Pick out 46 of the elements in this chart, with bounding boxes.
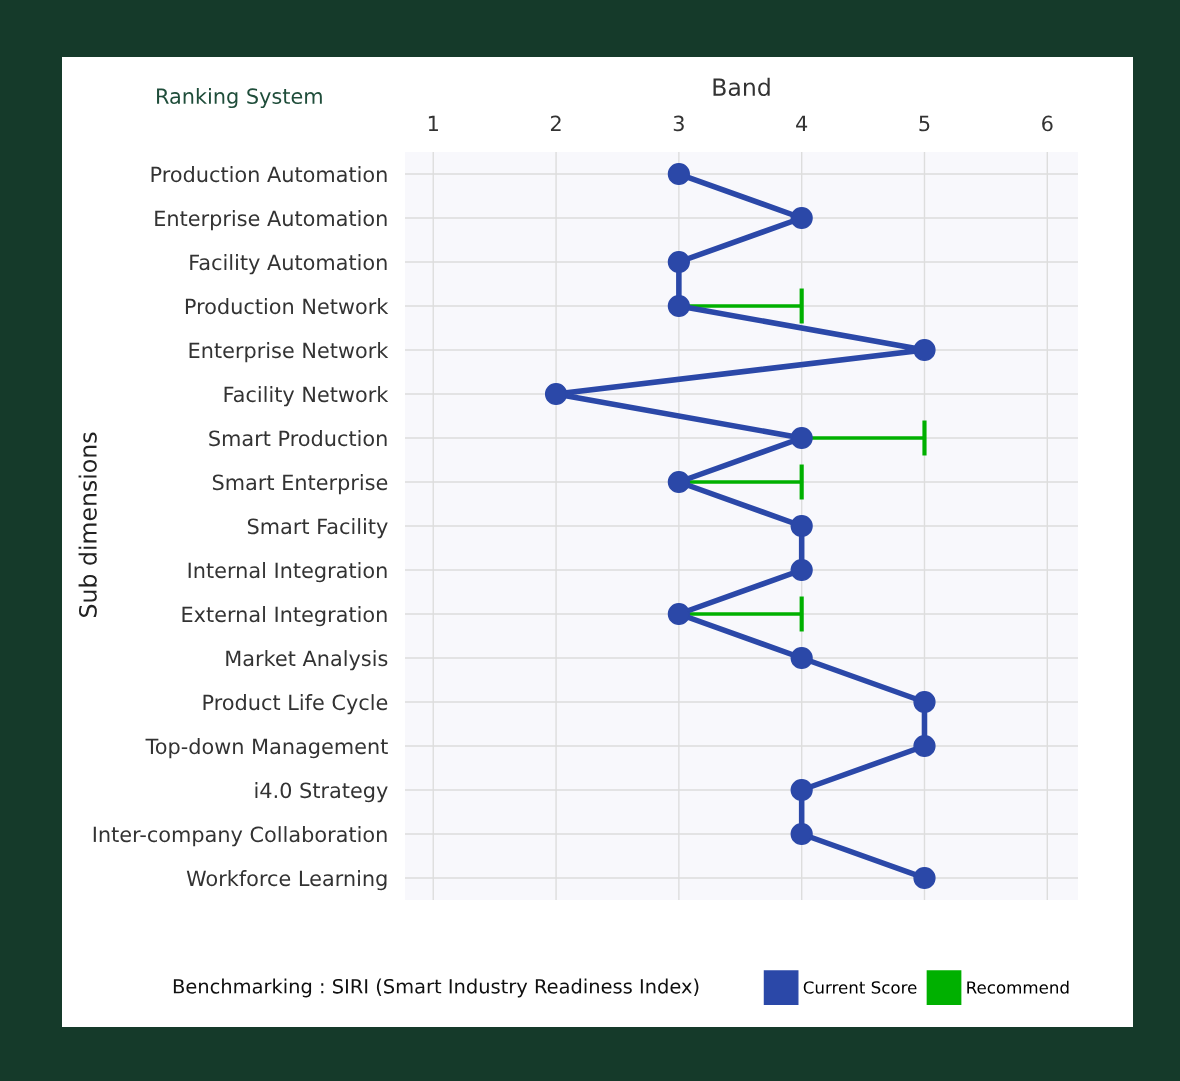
y-tick-label: Product Life Cycle [203,694,388,715]
legend-label: Recommend [967,980,1069,994]
y-tick-label: Smart Facility [247,518,388,539]
point [790,558,813,582]
x-tick-label: 6 [1042,115,1053,132]
point [913,734,936,758]
legend-label: Current Score [803,981,917,994]
point [913,866,936,890]
x-tick-label: 1 [428,115,438,131]
point [790,514,813,538]
y-tick-label: Internal Integration [188,562,387,583]
point [790,646,813,670]
y-tick-label: Smart Enterprise [212,474,388,495]
point [790,426,813,450]
y-tick-label: Top-down Management [145,738,388,759]
point [667,294,690,318]
y-tick-label: Market Analysis [226,650,388,671]
y-tick-label: Production Network [185,298,389,315]
x-tick-label: 3 [673,115,684,132]
x-tick-label: 2 [550,115,561,131]
point [790,778,813,802]
y-tick-label: Smart Production [209,430,387,447]
y-tick-label: Production Automation [151,166,387,183]
y-tick-label: Facility Automation [190,254,387,275]
y-tick-label: Inter-company Collaboration [93,826,387,847]
y-axis-title: Sub dimensions [78,432,97,617]
point [913,338,936,362]
y-tick-label: Enterprise Network [189,342,389,363]
y-tick-label: External Integration [182,606,387,627]
point [544,382,568,406]
text: Benchmarking : SIRI (Smart Industry Readiness Index) [173,978,699,998]
chart-title: Ranking System [157,87,322,109]
y-tick-label: Workforce Learning [186,870,387,891]
point [913,690,936,714]
point [667,602,690,626]
point [790,206,813,230]
point [667,470,690,494]
y-tick-label: i4.0 Strategy [255,782,388,803]
y-tick-label: Facility Network [224,386,389,407]
point [790,822,813,846]
x-axis-title: Band [713,77,770,97]
point [667,162,690,186]
x-tick-label: 5 [919,115,930,132]
point [667,250,690,274]
y-tick-label: Enterprise Automation [155,210,387,231]
x-tick-label: 4 [796,115,808,131]
